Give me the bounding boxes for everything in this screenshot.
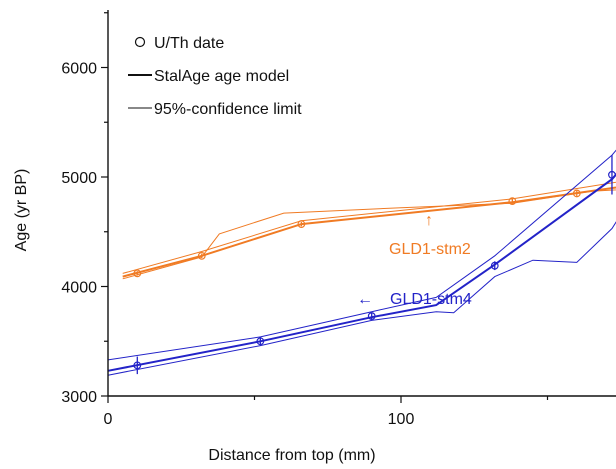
series-GLD1-stm4 [107, 149, 616, 376]
x-axis-ticks: 0100200300 [104, 396, 549, 428]
y-tick-label: 3000 [61, 389, 97, 406]
legend-label-dates: U/Th date [154, 35, 224, 52]
y-axis-ticks: 3000 4000 5000 6000 [61, 12, 108, 406]
series-label-arrow-stm2: ↑ [425, 212, 433, 229]
uth-date-point [367, 312, 376, 320]
legend-label-model: StalAge age model [154, 68, 289, 85]
series-label-stm2: GLD1-stm2 [389, 241, 471, 258]
uth-date-point [197, 251, 206, 260]
y-axis-title: Age (yr BP) [13, 169, 30, 252]
age-model-line [107, 173, 616, 372]
legend-label-confidence: 95%-confidence limit [154, 101, 302, 118]
uth-date-point [256, 337, 265, 346]
uth-date-point [133, 361, 142, 370]
series-label-stm4: GLD1-stm4 [390, 291, 472, 308]
x-tick-label: 0 [104, 411, 113, 428]
confidence-upper-line [122, 181, 616, 274]
uth-date-point [133, 269, 142, 278]
uth-date-point [490, 261, 499, 270]
uth-date-point [608, 170, 616, 179]
y-tick-label: 5000 [61, 170, 97, 187]
y-tick-label: 6000 [61, 61, 97, 78]
uth-date-point [508, 197, 517, 205]
uth-date-point [297, 220, 306, 228]
series-label-arrow-stm4: ← [357, 291, 373, 308]
uth-date-point [572, 189, 581, 198]
legend-marker-circle [134, 36, 146, 48]
series-labels: ↑ GLD1-stm2 ← GLD1-stm4 [357, 212, 472, 308]
plot-area [107, 149, 616, 376]
x-tick-label: 100 [388, 411, 415, 428]
y-tick-label: 4000 [61, 280, 97, 297]
x-axis-title: Distance from top (mm) [208, 447, 375, 464]
confidence-lower-line [107, 221, 616, 376]
legend: U/Th date StalAge age model 95%-confiden… [128, 35, 302, 118]
series-GLD1-stm2 [122, 181, 616, 280]
